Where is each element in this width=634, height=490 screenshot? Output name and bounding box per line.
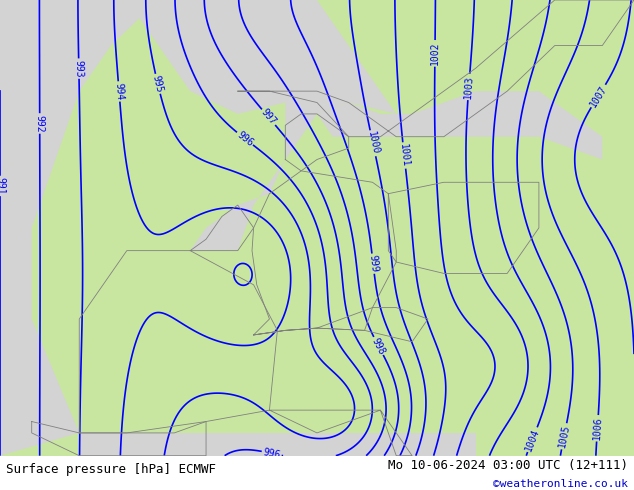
Text: 1007: 1007 — [588, 83, 609, 109]
Text: 996: 996 — [262, 447, 281, 460]
Text: 1002: 1002 — [430, 42, 440, 65]
Polygon shape — [79, 433, 476, 456]
Text: 1006: 1006 — [592, 416, 603, 441]
Polygon shape — [317, 91, 602, 160]
Text: 1001: 1001 — [398, 143, 410, 168]
Polygon shape — [0, 0, 634, 456]
Text: ©weatheronline.co.uk: ©weatheronline.co.uk — [493, 479, 628, 489]
Text: 997: 997 — [259, 107, 278, 127]
Text: 998: 998 — [370, 336, 387, 356]
Text: Surface pressure [hPa] ECMWF: Surface pressure [hPa] ECMWF — [6, 463, 216, 476]
Text: Mo 10-06-2024 03:00 UTC (12+111): Mo 10-06-2024 03:00 UTC (12+111) — [387, 459, 628, 472]
Text: 1004: 1004 — [524, 427, 541, 452]
Text: 999: 999 — [367, 254, 379, 273]
Text: 996: 996 — [235, 129, 255, 148]
Text: 995: 995 — [151, 74, 165, 94]
Text: 991: 991 — [0, 177, 5, 195]
Polygon shape — [127, 0, 396, 251]
Text: 992: 992 — [35, 115, 45, 132]
Text: 1003: 1003 — [463, 75, 475, 99]
Polygon shape — [0, 0, 158, 456]
Text: 1005: 1005 — [557, 424, 571, 449]
Text: 1000: 1000 — [366, 131, 380, 156]
Text: 993: 993 — [74, 60, 84, 77]
Text: 994: 994 — [113, 82, 125, 100]
